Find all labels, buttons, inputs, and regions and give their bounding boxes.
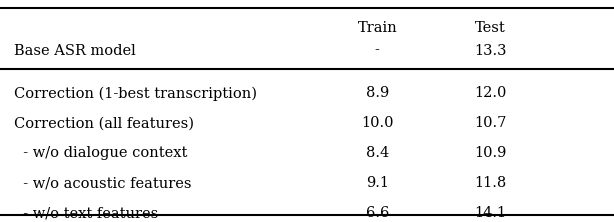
Text: - w/o text features: - w/o text features — [14, 206, 158, 220]
Text: 8.4: 8.4 — [366, 146, 389, 160]
Text: - w/o acoustic features: - w/o acoustic features — [14, 176, 191, 190]
Text: Test: Test — [475, 21, 506, 35]
Text: Train: Train — [357, 21, 397, 35]
Text: - w/o dialogue context: - w/o dialogue context — [14, 146, 187, 160]
Text: 10.7: 10.7 — [474, 116, 507, 130]
Text: Correction (all features): Correction (all features) — [14, 116, 193, 130]
Text: 14.1: 14.1 — [474, 206, 507, 220]
Text: 9.1: 9.1 — [366, 176, 389, 190]
Text: 13.3: 13.3 — [474, 44, 507, 57]
Text: Base ASR model: Base ASR model — [14, 44, 135, 57]
Text: -: - — [375, 44, 379, 57]
Text: 6.6: 6.6 — [365, 206, 389, 220]
Text: Correction (1-best transcription): Correction (1-best transcription) — [14, 86, 257, 101]
Text: 11.8: 11.8 — [474, 176, 507, 190]
Text: 10.0: 10.0 — [361, 116, 394, 130]
Text: 8.9: 8.9 — [366, 86, 389, 100]
Text: 12.0: 12.0 — [474, 86, 507, 100]
Text: 10.9: 10.9 — [474, 146, 507, 160]
